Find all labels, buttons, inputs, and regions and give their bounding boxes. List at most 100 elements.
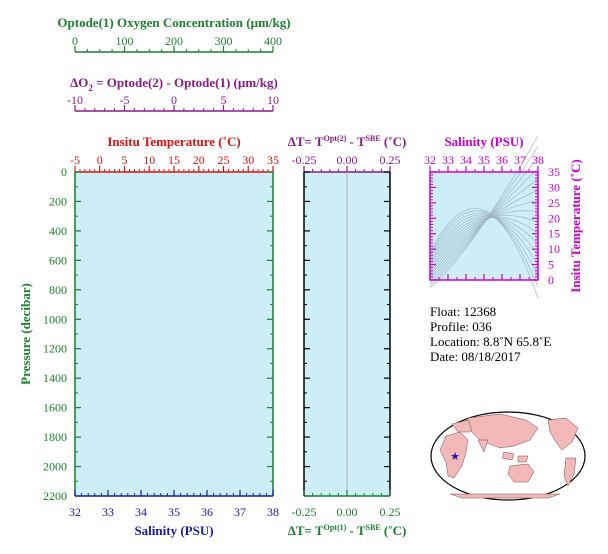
float-id: Float: 12368 <box>430 304 496 319</box>
pressure-axis-tick-label: 1800 <box>43 430 67 444</box>
temperature-axis-tick-label: 0 <box>97 153 103 167</box>
delta-o2-axis-label: ΔO2 = Optode(2) - Optode(1) (µm/kg) <box>70 75 278 93</box>
salinity-axis-tick-label: 34 <box>135 505 147 519</box>
density-contour <box>429 214 539 266</box>
density-contour <box>429 217 539 265</box>
oxygen-axis-tick-label: 200 <box>165 34 183 48</box>
density-contour <box>429 210 539 288</box>
pressure-axis-tick-label: 600 <box>49 253 67 267</box>
delta-t-top-axis-label: ΔT= TOpt(2) - TSBE (˚C) <box>288 134 407 149</box>
ts-y-axis-tick-label: 30 <box>548 180 560 194</box>
density-contour <box>429 208 539 299</box>
ts-y-axis-tick-label: 25 <box>548 196 560 210</box>
salinity-axis-tick-label: 33 <box>102 505 114 519</box>
map-land <box>439 413 579 499</box>
ts-y-axis-tick-label: 35 <box>548 165 560 179</box>
density-contour <box>429 215 539 269</box>
delta-t-bottom-axis-tick-label: 0.00 <box>337 505 358 519</box>
delta-o2-axis-tick-label: -10 <box>67 93 83 107</box>
temperature-axis-label: Insitu Temperature (˚C) <box>107 134 240 149</box>
ts-x-axis-tick-label: 32 <box>424 153 436 167</box>
pressure-axis: 0 200 400 600 800 1000 1200 1400 1600 1800 2000 220… <box>43 165 274 503</box>
density-contour <box>429 212 539 277</box>
main-plot-area <box>75 172 273 496</box>
world-map: ★ <box>430 411 586 501</box>
density-contour <box>429 189 539 277</box>
density-contour <box>429 216 539 262</box>
ts-x-axis-tick-label: 35 <box>478 153 490 167</box>
density-contour <box>429 135 539 289</box>
ts-x-axis-tick-label: 33 <box>442 153 454 167</box>
ts-x-axis-tick-label: 36 <box>496 153 508 167</box>
temperature-axis-tick-label: 10 <box>143 153 155 167</box>
pressure-axis-label: Pressure (decibar) <box>18 283 33 385</box>
salinity-axis-tick-label: 38 <box>267 505 279 519</box>
delta-t-bottom-axis-tick-label: -0.25 <box>292 505 317 519</box>
delta-o2-axis-tick-label: 0 <box>171 93 177 107</box>
density-contour <box>429 210 539 272</box>
density-contour <box>429 157 539 284</box>
location: Location: 8.8˚N 65.8˚E <box>430 334 551 349</box>
ts-x-axis-tick-label: 34 <box>460 153 472 167</box>
ts-plot-area <box>430 172 538 280</box>
temperature-axis: -5 0 5 10 15 20 25 30 35 <box>70 153 279 173</box>
pressure-axis-tick-label: 2200 <box>43 489 67 503</box>
temperature-axis-tick-label: 30 <box>242 153 254 167</box>
density-contour <box>429 178 539 279</box>
date: Date: 08/18/2017 <box>430 349 521 364</box>
delta-t-bottom-axis-label: ΔT= TOpt(1) - TSBE (˚C) <box>288 523 407 538</box>
temperature-axis-tick-label: 25 <box>218 153 230 167</box>
delta-t-top-axis-tick-label: 0.00 <box>337 153 358 167</box>
delta-t-top-axis: -0.25 0.00 0.25 <box>292 153 401 497</box>
oxygen-axis-tick-label: 0 <box>72 34 78 48</box>
oxygen-axis-tick-label: 300 <box>215 34 233 48</box>
pressure-axis-tick-label: 1000 <box>43 312 67 326</box>
delta-t-bottom-axis-tick-label: 0.25 <box>380 505 401 519</box>
profile-number: Profile: 036 <box>430 319 492 334</box>
ts-y-axis-tick-label: 15 <box>548 227 560 241</box>
salinity-axis-tick-label: 32 <box>69 505 81 519</box>
ts-y-axis-label: Insitu Temperature (˚C) <box>568 159 583 292</box>
oxygen-axis-label: Optode(1) Oxygen Concentration (µm/kg) <box>57 15 290 30</box>
pressure-axis-tick-label: 800 <box>49 283 67 297</box>
pressure-axis-tick-label: 1400 <box>43 371 67 385</box>
salinity-axis-label: Salinity (PSU) <box>134 523 213 538</box>
density-contour <box>429 216 539 267</box>
ts-x-axis-tick-label: 37 <box>514 153 526 167</box>
density-contour <box>429 146 539 286</box>
delta-t-top-axis-tick-label: -0.25 <box>292 153 317 167</box>
oxygen-axis-tick-label: 400 <box>264 34 282 48</box>
ts-y-axis-tick-label: 5 <box>548 258 554 272</box>
oxygen-axis-tick-label: 100 <box>116 34 134 48</box>
delta-o2-axis-tick-label: -5 <box>120 93 130 107</box>
ts-y-axis-tick-label: 0 <box>548 273 554 287</box>
oxygen-axis: 0 100 200 300 400 <box>72 34 282 53</box>
pressure-axis-tick-label: 200 <box>49 194 67 208</box>
salinity-axis-tick-label: 37 <box>234 505 246 519</box>
delta-o2-axis-tick-label: 10 <box>267 93 279 107</box>
ts-y-axis-tick-label: 10 <box>548 242 560 256</box>
pressure-axis-tick-label: 2000 <box>43 460 67 474</box>
delta-t-top-axis-tick-label: 0.25 <box>380 153 401 167</box>
ts-x-axis-tick-label: 38 <box>532 153 544 167</box>
temperature-axis-tick-label: 15 <box>168 153 180 167</box>
salinity-axis-tick-label: 36 <box>201 505 213 519</box>
temperature-axis-tick-label: 20 <box>193 153 205 167</box>
delta-o2-axis-tick-label: 5 <box>221 93 227 107</box>
delta-t-bottom-axis: -0.25 0.00 0.25 <box>292 490 401 519</box>
temperature-axis-tick-label: 5 <box>122 153 128 167</box>
pressure-axis-tick-label: 0 <box>61 165 67 179</box>
temperature-axis-tick-label: 35 <box>267 153 279 167</box>
density-contour <box>429 200 539 274</box>
pressure-axis-tick-label: 400 <box>49 224 67 238</box>
float-location-marker: ★ <box>450 451 460 463</box>
ts-y-axis-tick-label: 20 <box>548 211 560 225</box>
pressure-axis-tick-label: 1200 <box>43 342 67 356</box>
salinity-axis: 32 33 34 35 36 37 38 <box>69 490 279 519</box>
ts-x-axis-label: Salinity (PSU) <box>444 134 523 149</box>
density-contour <box>429 168 539 282</box>
delta-o2-axis: -10 -5 0 5 10 <box>67 93 279 112</box>
pressure-axis-tick-label: 1600 <box>43 401 67 415</box>
